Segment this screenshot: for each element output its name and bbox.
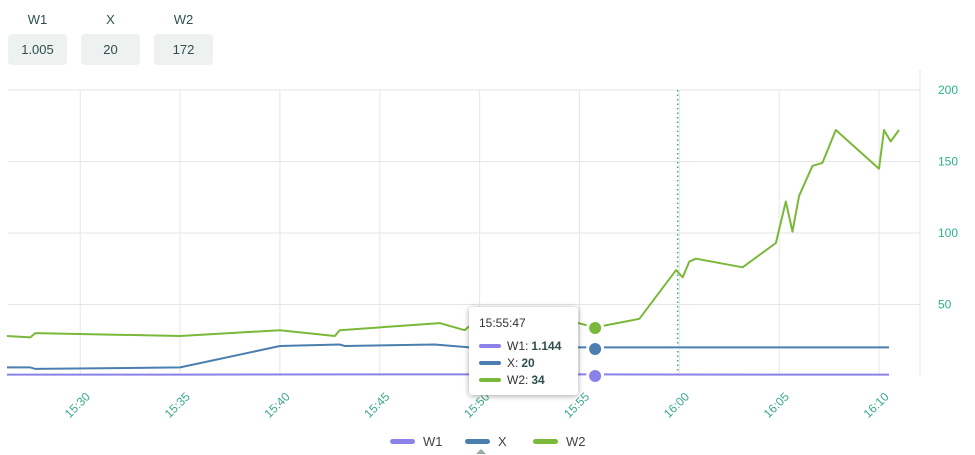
x-tick-label: 16:05 (761, 389, 792, 420)
series-line-w2 (6, 129, 900, 339)
stats-panel: W1 1.005 X 20 W2 172 (8, 12, 213, 65)
x-tick-label: 15:40 (262, 389, 293, 420)
tooltip-colon: : (525, 339, 529, 353)
legend-label-w2: W2 (566, 434, 586, 449)
tooltip-series-value: 1.144 (531, 339, 562, 353)
tooltip-series-name: W1 (507, 339, 525, 353)
tooltip-row-x: X: 20 (479, 355, 535, 371)
tooltip-series-value: 20 (521, 356, 535, 370)
stat-label: W1 (27, 12, 48, 27)
legend-label-w1: W1 (423, 434, 443, 449)
hover-markers (586, 319, 605, 385)
series-lines (6, 129, 900, 376)
hover-point-x (586, 340, 605, 358)
tooltip-colon: : (525, 373, 529, 387)
hover-point-w2 (586, 319, 605, 337)
tooltip-swatch (479, 378, 501, 382)
tooltip-series-name: X (507, 356, 516, 370)
tooltip-time: 15:55:47 (479, 316, 526, 330)
x-tick-label: 15:30 (62, 389, 93, 420)
tooltip-row-w1: W1: 1.144 (479, 338, 561, 354)
legend-label-x: X (498, 434, 507, 449)
y-axis-ticks: 50 100 150 200 (938, 83, 958, 312)
tooltip-row-w2: W2: 34 (479, 372, 545, 388)
hover-tooltip: 15:55:47 W1: 1.144 X: 20 W2: 34 (469, 307, 578, 395)
legend-swatch-w1 (390, 439, 415, 444)
tooltip-colon: : (515, 356, 519, 370)
hover-point-w1 (586, 367, 605, 385)
stat-value: 20 (81, 34, 140, 65)
stat-x: X 20 (81, 12, 140, 65)
x-tick-label: 15:45 (361, 389, 392, 420)
y-tick-label: 200 (938, 83, 958, 97)
legend-scroll-indicator (476, 449, 486, 454)
legend-swatch-x (465, 439, 490, 444)
tooltip-swatch (479, 344, 501, 348)
x-tick-label: 15:35 (162, 389, 193, 420)
y-tick-label: 100 (938, 226, 958, 240)
series-line-x (7, 343, 889, 370)
legend[interactable]: W1 X W2 (390, 434, 586, 449)
grid (8, 70, 921, 376)
stat-label: X (106, 12, 115, 27)
y-tick-label: 50 (938, 298, 952, 312)
tooltip-series-name: W2 (507, 373, 525, 387)
x-tick-label: 16:10 (861, 389, 892, 420)
stat-w1: W1 1.005 (8, 12, 67, 65)
stat-w2: W2 172 (154, 12, 213, 65)
legend-swatch-w2 (533, 439, 558, 444)
stat-label: W2 (173, 12, 194, 27)
tooltip-series-value: 34 (531, 373, 545, 387)
stat-value: 172 (154, 34, 213, 65)
x-tick-label: 16:00 (661, 389, 692, 420)
stat-value: 1.005 (8, 34, 67, 65)
tooltip-swatch (479, 361, 501, 365)
y-tick-label: 150 (938, 155, 958, 169)
